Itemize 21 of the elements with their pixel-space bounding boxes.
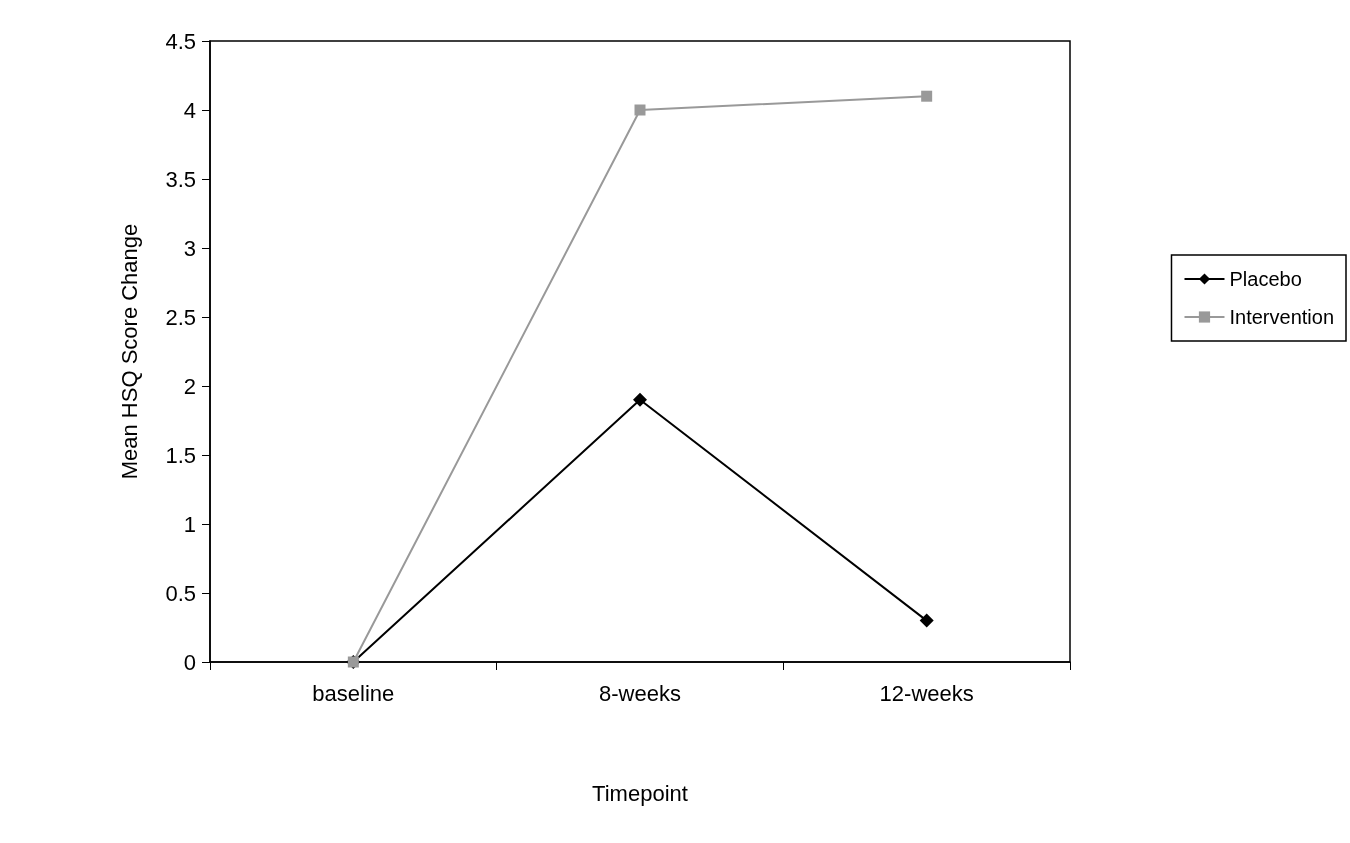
y-tick-label: 1 [183, 511, 196, 537]
x-axis-title: Timepoint [592, 780, 688, 806]
y-tick-label: 2.5 [165, 304, 196, 330]
y-tick-label: 1.5 [165, 442, 196, 468]
point [634, 104, 646, 116]
y-tick-label: 3 [183, 235, 196, 261]
y-tick-label: 3.5 [165, 166, 196, 192]
y-axis-title: Mean HSQ Score Change [116, 223, 142, 480]
x-tick-label: baseline [312, 680, 395, 706]
point [919, 613, 934, 628]
point [921, 90, 933, 102]
x-tick-label: 8-weeks [599, 680, 681, 706]
y-tick-label: 4 [183, 97, 196, 123]
y-tick-label: 0.5 [165, 580, 196, 606]
point [633, 392, 647, 407]
y-tick-label: 2 [183, 373, 196, 399]
y-tick-label: 0 [183, 649, 196, 675]
legend-label: Placebo [1229, 268, 1302, 290]
y-tick-label: 4.5 [165, 28, 196, 54]
x-tick-label: 12-weeks [879, 680, 974, 706]
legend-label: Intervention [1229, 306, 1334, 328]
